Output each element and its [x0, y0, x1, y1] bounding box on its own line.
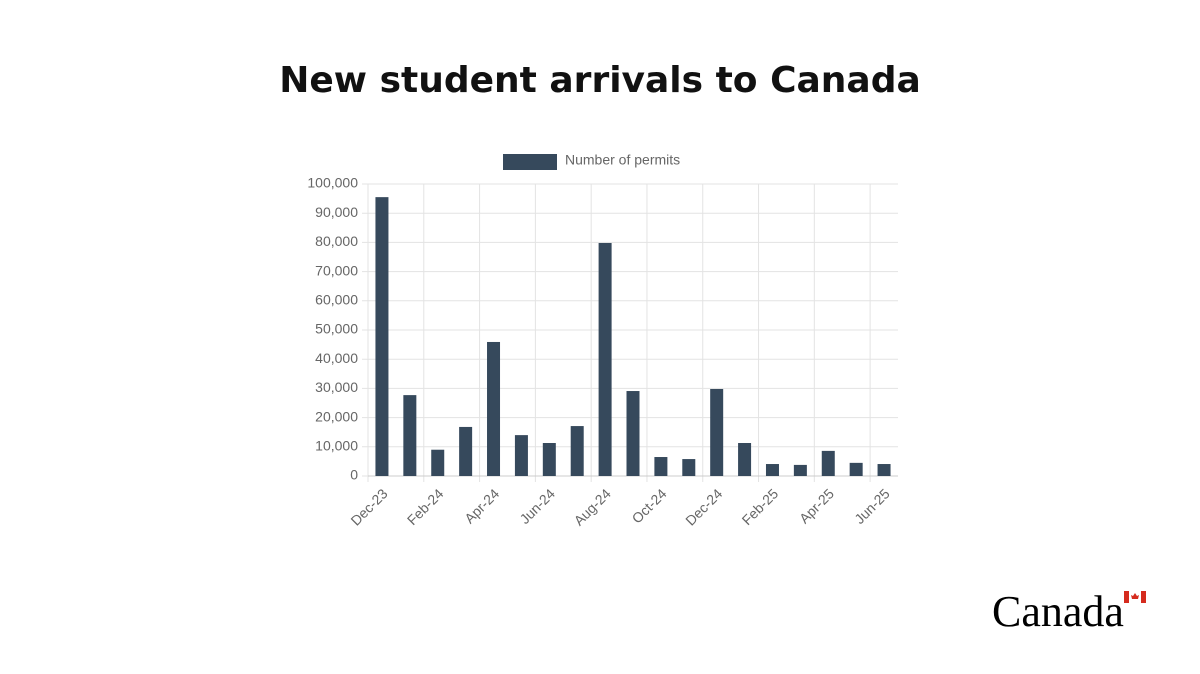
bar — [793, 464, 807, 476]
bar — [487, 341, 501, 476]
y-tick-label: 0 — [350, 467, 358, 483]
bar — [682, 459, 696, 476]
x-tick-label: Oct-24 — [629, 485, 670, 526]
x-tick-label: Dec-23 — [347, 485, 390, 528]
bar — [849, 462, 863, 476]
x-tick-label: Feb-24 — [404, 485, 447, 528]
y-tick-label: 30,000 — [315, 379, 358, 395]
bar — [598, 242, 612, 476]
bar — [403, 395, 417, 476]
y-tick-label: 60,000 — [315, 292, 358, 308]
bar — [375, 197, 389, 476]
y-tick-label: 20,000 — [315, 408, 358, 424]
x-tick-label: Apr-25 — [796, 485, 837, 526]
bar — [821, 450, 835, 476]
chart-title: New student arrivals to Canada — [279, 60, 921, 101]
canada-wordmark: Canada — [992, 587, 1146, 636]
flag-leaf — [1131, 593, 1139, 599]
logo-text: Canada — [992, 587, 1124, 636]
bar — [570, 426, 584, 476]
x-tick-label: Feb-25 — [739, 485, 782, 528]
y-tick-label: 10,000 — [315, 438, 358, 454]
flag-bar — [1124, 591, 1129, 603]
y-tick-label: 70,000 — [315, 262, 358, 278]
bar — [765, 464, 779, 476]
x-tick-label: Jun-25 — [851, 485, 893, 527]
bar — [626, 391, 640, 476]
y-tick-label: 90,000 — [315, 204, 358, 220]
legend-swatch — [503, 154, 557, 170]
bar — [459, 426, 473, 476]
bar — [542, 443, 556, 476]
bar — [877, 464, 891, 476]
y-tick-label: 50,000 — [315, 321, 358, 337]
x-tick-label: Apr-24 — [461, 485, 502, 526]
x-tick-label: Jun-24 — [516, 485, 558, 527]
flag-bar — [1141, 591, 1146, 603]
bar — [710, 388, 724, 476]
x-tick-label: Dec-24 — [682, 485, 725, 528]
y-tick-label: 80,000 — [315, 233, 358, 249]
bar — [431, 449, 445, 476]
bar — [514, 435, 528, 476]
y-tick-label: 40,000 — [315, 350, 358, 366]
bar — [654, 457, 668, 476]
bar — [738, 443, 752, 476]
y-tick-label: 100,000 — [307, 175, 358, 191]
x-tick-label: Aug-24 — [571, 485, 614, 528]
legend-label: Number of permits — [565, 152, 680, 168]
